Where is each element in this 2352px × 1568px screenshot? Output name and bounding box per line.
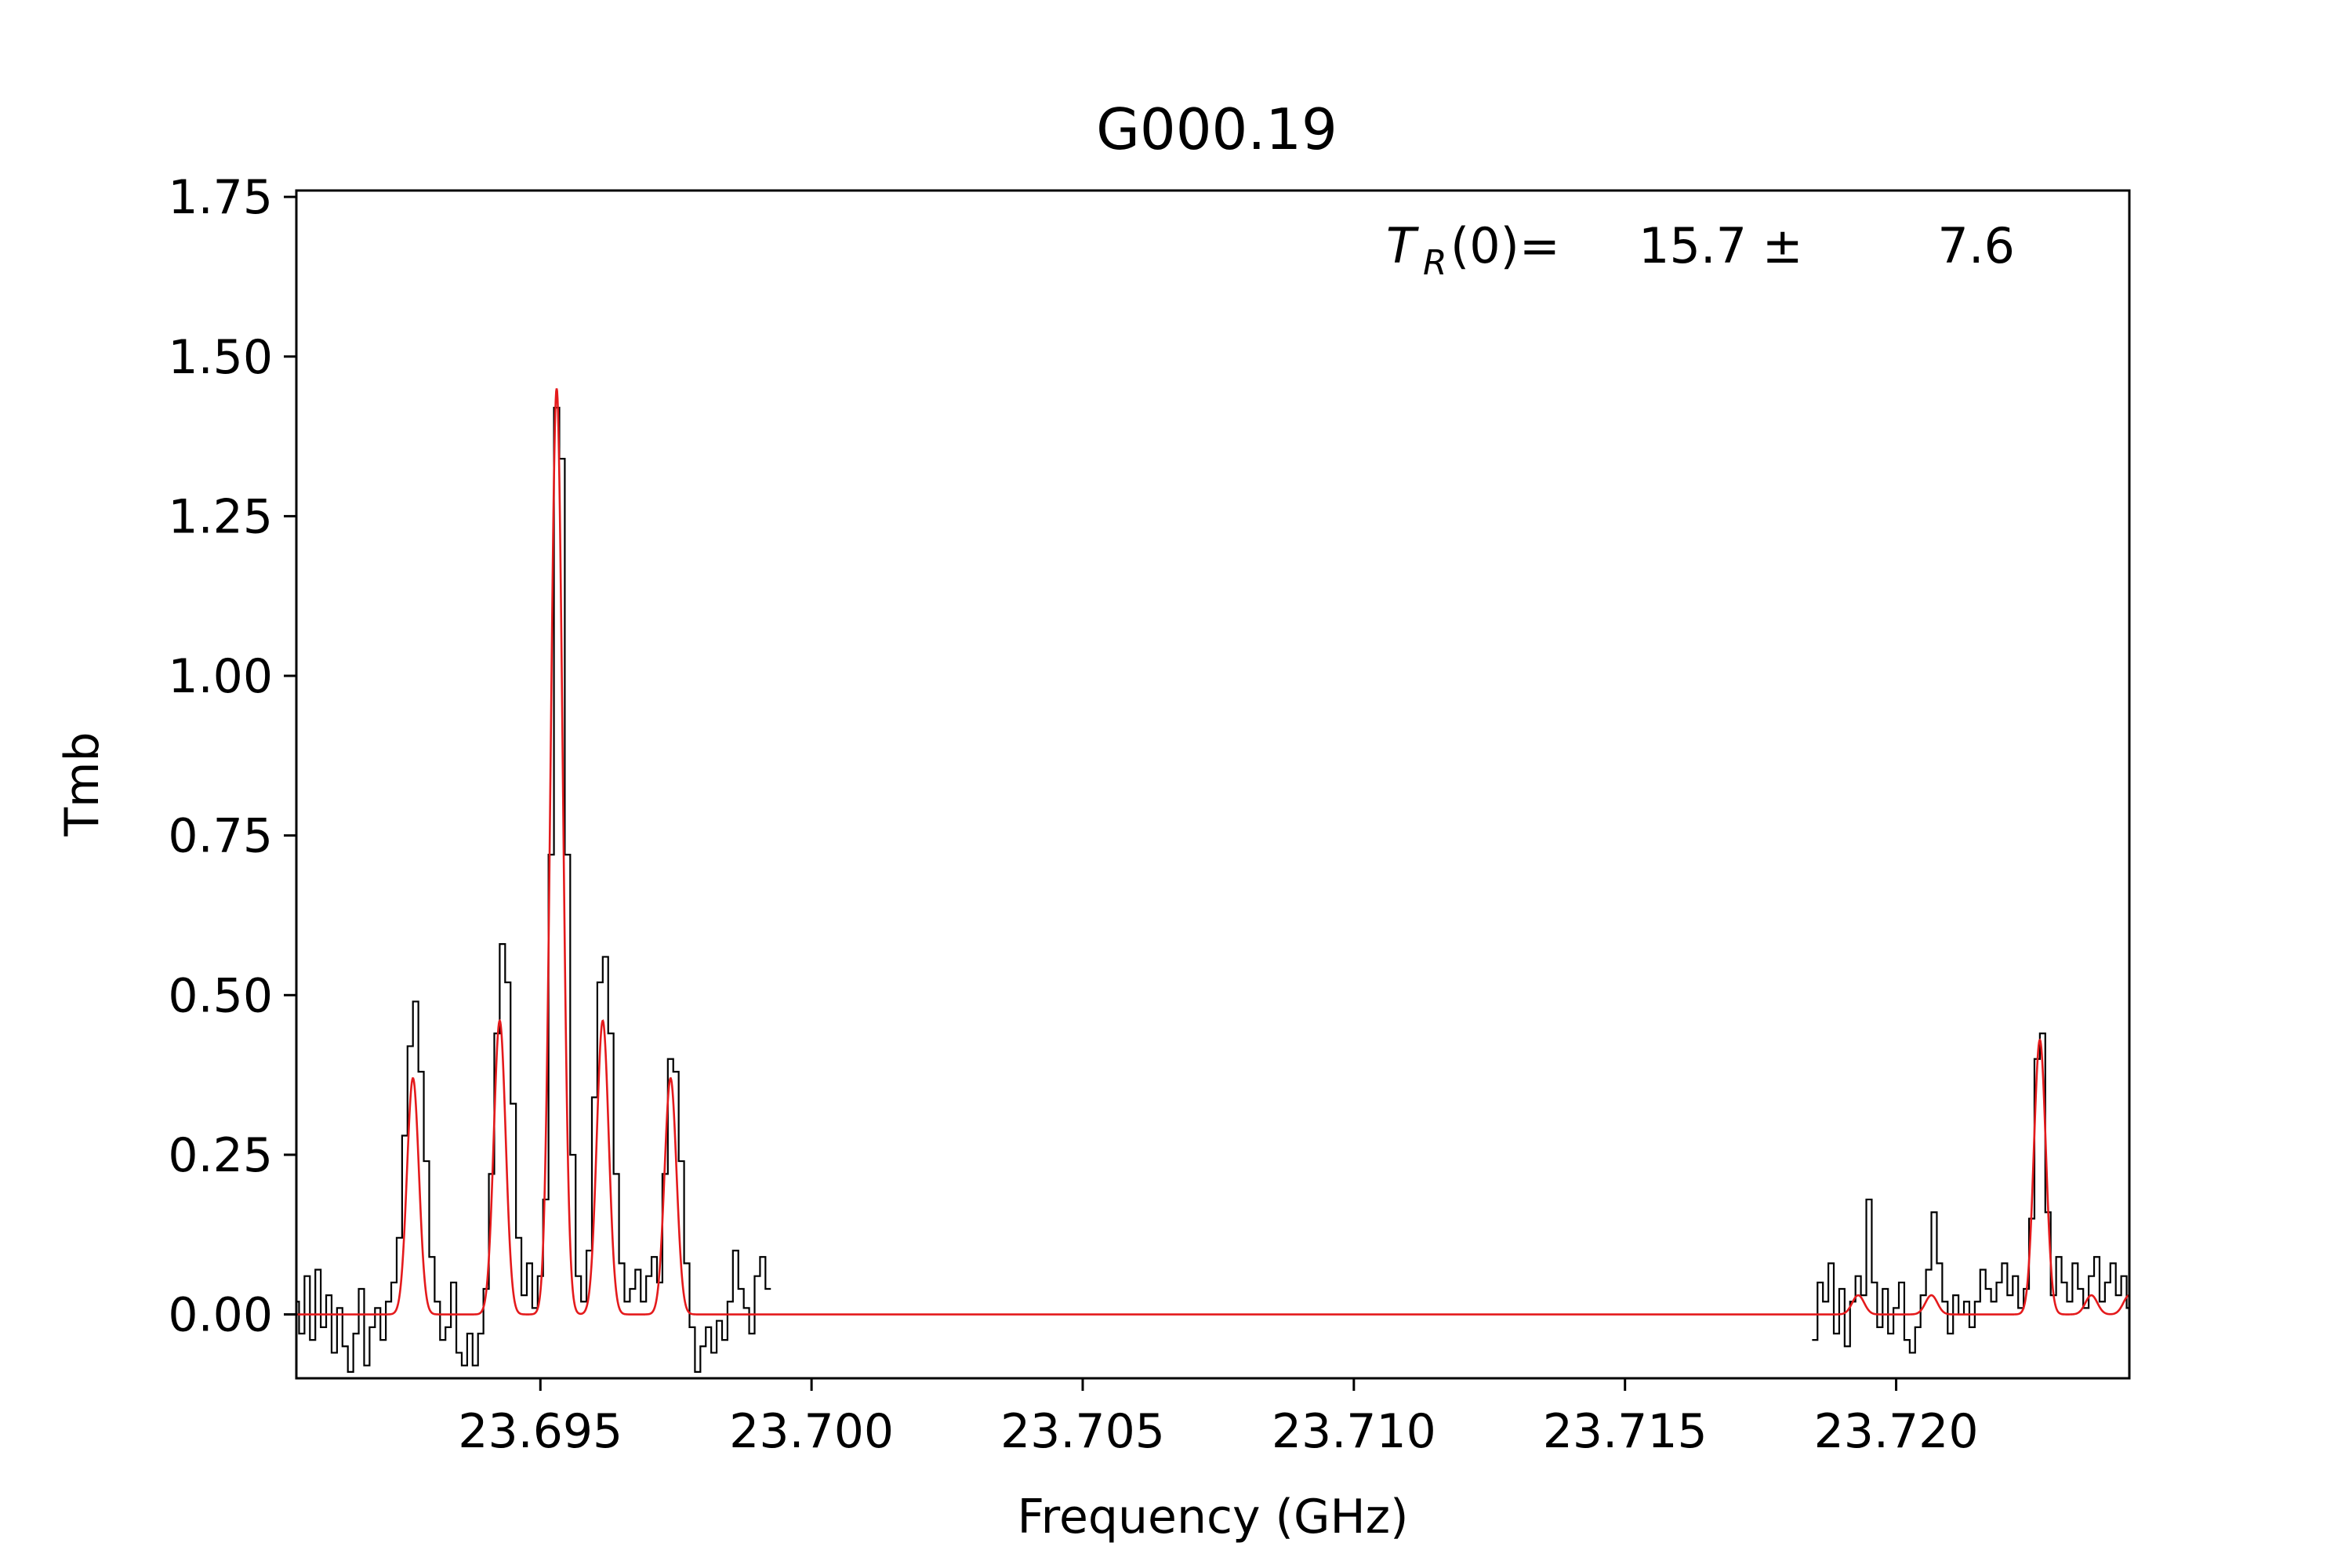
model-fit-line xyxy=(296,388,2129,1316)
y-tick-label: 1.75 xyxy=(168,170,273,225)
tr-error: 7.6 xyxy=(1937,217,2015,274)
y-tick-label: 0.50 xyxy=(168,968,273,1023)
y-tick-label: 0.25 xyxy=(168,1128,273,1183)
tr-label-main: T xyxy=(1386,217,1419,274)
x-axis-label: Frequency (GHz) xyxy=(1018,1490,1409,1544)
y-tick-label: 0.75 xyxy=(168,809,273,864)
x-tick-label: 23.700 xyxy=(729,1404,894,1459)
x-tick-label: 23.710 xyxy=(1272,1404,1436,1459)
y-tick-label: 1.50 xyxy=(168,330,273,385)
plot-data-layer xyxy=(296,388,2129,1373)
y-axis-ticks: 0.00 0.25 0.50 0.75 1.00 1.25 1.50 1.75 xyxy=(168,170,296,1343)
tr-annotation: T R (0)= 15.7 ± 7.6 xyxy=(1386,217,2015,283)
tr-label-rest: (0)= xyxy=(1450,217,1560,274)
y-tick-label: 1.00 xyxy=(168,649,273,704)
x-axis-ticks: 23.695 23.700 23.705 23.710 23.715 23.720 xyxy=(458,1378,1979,1459)
observed-spectrum-line xyxy=(296,406,771,1373)
x-tick-label: 23.720 xyxy=(1814,1404,1979,1459)
tr-label-sub: R xyxy=(1423,243,1447,283)
x-tick-label: 23.715 xyxy=(1543,1404,1708,1459)
observed-spectrum-line xyxy=(1812,1033,2129,1354)
chart-title: G000.19 xyxy=(1096,96,1338,162)
y-tick-label: 1.25 xyxy=(168,489,273,544)
tr-value: 15.7 ± xyxy=(1639,217,1803,274)
y-tick-label: 0.00 xyxy=(168,1288,273,1343)
x-tick-label: 23.695 xyxy=(458,1404,622,1459)
y-axis-label: Tmb xyxy=(55,731,110,837)
x-tick-label: 23.705 xyxy=(1000,1404,1165,1459)
plot-frame xyxy=(295,189,2131,1380)
